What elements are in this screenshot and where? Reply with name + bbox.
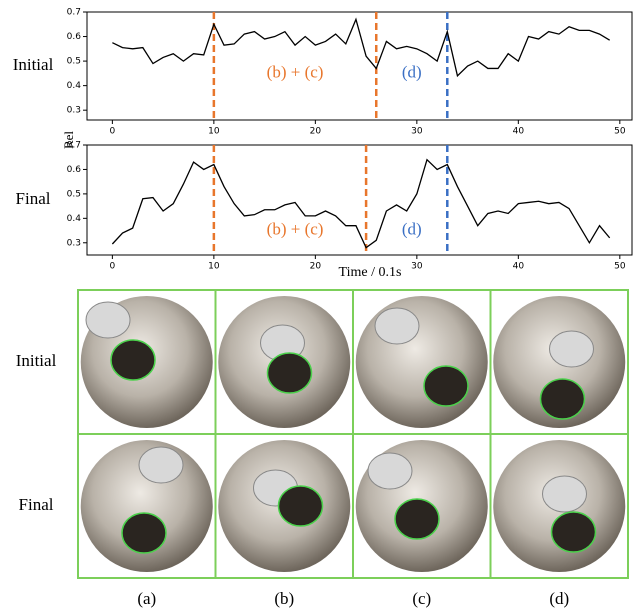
y-tick-label: 0.7 bbox=[67, 8, 81, 18]
x-tick-label: 30 bbox=[411, 127, 423, 137]
x-tick-label: 10 bbox=[208, 127, 220, 137]
photo bbox=[77, 433, 217, 579]
series-line bbox=[111, 158, 611, 249]
photo bbox=[489, 433, 629, 579]
granules bbox=[277, 485, 324, 527]
x-tick-label: 30 bbox=[411, 262, 423, 272]
x-tick-label: 20 bbox=[310, 127, 322, 137]
y-axis-label: Rel bbox=[61, 131, 76, 149]
row-label: Initial bbox=[13, 55, 54, 74]
series-line bbox=[112, 17, 611, 78]
granules bbox=[266, 352, 313, 394]
x-axis-label: Time / 0.1s bbox=[339, 265, 402, 280]
x-tick-label: 40 bbox=[513, 127, 525, 137]
y-tick-label: 0.4 bbox=[67, 81, 82, 91]
x-tick-label: 0 bbox=[110, 262, 116, 272]
axes-frame bbox=[86, 144, 633, 256]
photo bbox=[489, 289, 629, 435]
y-tick-label: 0.3 bbox=[67, 106, 81, 116]
annotation: (d) bbox=[402, 219, 422, 238]
y-tick-label: 0.5 bbox=[67, 57, 81, 67]
photo bbox=[77, 289, 217, 435]
x-tick-label: 0 bbox=[110, 127, 116, 137]
x-tick-label: 50 bbox=[614, 262, 626, 272]
granules bbox=[121, 512, 167, 554]
column-label: (a) bbox=[137, 589, 156, 608]
photo bbox=[352, 433, 492, 579]
bowl bbox=[355, 296, 488, 428]
x-tick-label: 40 bbox=[513, 262, 525, 272]
spoon bbox=[549, 330, 594, 368]
granules bbox=[394, 498, 440, 540]
row-label: Final bbox=[19, 495, 54, 514]
y-tick-label: 0.5 bbox=[67, 189, 81, 199]
y-tick-label: 0.6 bbox=[67, 165, 82, 175]
y-tick-label: 0.6 bbox=[67, 32, 82, 42]
row-label: Final bbox=[16, 189, 51, 208]
x-tick-label: 50 bbox=[614, 127, 626, 137]
spoon bbox=[542, 475, 587, 513]
photo bbox=[214, 289, 354, 435]
column-label: (b) bbox=[274, 589, 294, 608]
granules bbox=[550, 511, 597, 553]
granules bbox=[110, 339, 156, 381]
photo bbox=[214, 433, 354, 579]
y-tick-label: 0.4 bbox=[67, 214, 82, 224]
spoon bbox=[374, 307, 420, 345]
column-label: (d) bbox=[549, 589, 569, 608]
granules bbox=[423, 365, 469, 407]
annotation: (d) bbox=[402, 62, 422, 81]
row-label: Initial bbox=[16, 351, 57, 370]
y-tick-label: 0.3 bbox=[67, 238, 81, 248]
annotation: (b) + (c) bbox=[267, 62, 324, 81]
spoon bbox=[138, 446, 184, 484]
x-tick-label: 20 bbox=[310, 262, 322, 272]
x-tick-label: 10 bbox=[208, 262, 220, 272]
column-label: (c) bbox=[412, 589, 431, 608]
spoon bbox=[85, 301, 131, 339]
photo bbox=[352, 289, 492, 435]
granules bbox=[539, 378, 586, 420]
y-tick-label: 0.7 bbox=[67, 141, 81, 151]
axes-frame bbox=[86, 11, 633, 121]
spoon bbox=[367, 452, 413, 490]
annotation: (b) + (c) bbox=[267, 219, 324, 238]
